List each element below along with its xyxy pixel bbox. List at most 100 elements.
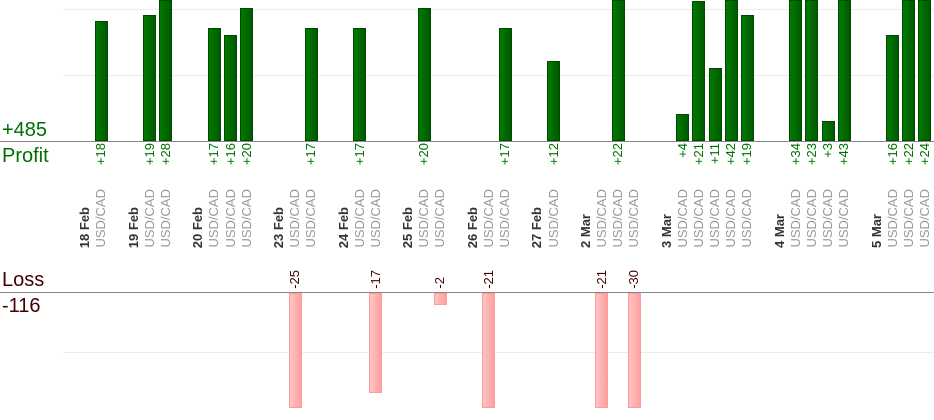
loss-value-label: -17 <box>367 270 383 289</box>
date-label: 5 Mar <box>868 214 884 248</box>
loss-value-label: -25 <box>287 270 303 289</box>
pair-label: USD/CAD <box>351 189 367 248</box>
gridline <box>63 9 934 10</box>
date-label: 24 Feb <box>335 206 351 248</box>
pair-label: USD/CAD <box>626 189 642 248</box>
loss-value-label: -30 <box>626 270 642 289</box>
profit-bar <box>886 34 900 141</box>
profit-value-label: +23 <box>803 143 819 166</box>
profit-value-label: +3 <box>820 143 836 158</box>
pair-label: USD/CAD <box>497 189 513 248</box>
profit-bar <box>547 61 560 141</box>
profit-bar <box>740 14 754 141</box>
loss-bar <box>482 293 496 408</box>
pair-label: USD/CAD <box>141 189 157 248</box>
profit-bar <box>207 27 221 141</box>
profit-value-label: +22 <box>610 143 626 166</box>
profit-value-label: +21 <box>690 143 706 166</box>
profit-value-label: +28 <box>157 143 173 166</box>
loss-value-label: -2 <box>432 277 448 289</box>
pair-label: USD/CAD <box>157 189 173 248</box>
profit-label: Profit <box>2 145 49 167</box>
pair-label: USD/CAD <box>900 189 916 248</box>
pair-label: USD/CAD <box>93 189 109 248</box>
profit-bar <box>918 0 932 141</box>
pair-label: USD/CAD <box>593 189 609 248</box>
profit-value-label: +43 <box>836 143 852 166</box>
loss-bar <box>288 293 302 408</box>
profit-value-label: +42 <box>723 143 739 166</box>
loss-bar <box>595 293 609 408</box>
loss-value-label: -21 <box>480 270 496 289</box>
date-label: 23 Feb <box>270 206 286 248</box>
pair-label: USD/CAD <box>739 189 755 248</box>
profit-bar <box>805 0 819 141</box>
profit-bar <box>708 67 722 141</box>
pair-label: USD/CAD <box>222 189 238 248</box>
pair-label: USD/CAD <box>206 189 222 248</box>
pair-label: USD/CAD <box>820 189 836 248</box>
profit-bar <box>789 0 803 141</box>
pair-label: USD/CAD <box>416 189 432 248</box>
gridline <box>63 352 934 353</box>
date-label: 4 Mar <box>771 214 787 248</box>
profit-bar <box>611 0 625 141</box>
loss-bar <box>369 293 383 394</box>
profit-bar <box>724 0 738 141</box>
loss-bar <box>627 293 641 408</box>
profit-bar <box>821 121 835 141</box>
profit-bar <box>837 0 851 141</box>
pair-label: USD/CAD <box>287 189 303 248</box>
pair-label: USD/CAD <box>707 189 722 248</box>
profit-bar <box>902 0 916 141</box>
pair-label: USD/CAD <box>367 189 383 248</box>
profit-bar <box>224 34 237 141</box>
pair-label: USD/CAD <box>690 189 706 248</box>
pair-label: USD/CAD <box>303 189 319 248</box>
profit-bar <box>692 1 706 141</box>
profit-bar <box>143 14 157 141</box>
profit-value-label: +18 <box>93 143 109 166</box>
profit-value-label: +19 <box>141 143 157 166</box>
profit-value-label: +20 <box>416 143 432 166</box>
profit-bar <box>94 21 108 141</box>
profit-value-label: +16 <box>222 143 238 166</box>
pair-label: USD/CAD <box>803 189 819 248</box>
date-label: 2 Mar <box>577 214 593 248</box>
profit-total: +485 <box>2 119 48 141</box>
profit-value-label: +4 <box>674 143 690 158</box>
profit-bar <box>159 0 173 141</box>
profit-value-label: +17 <box>497 143 513 166</box>
loss-total: -116 <box>2 295 41 317</box>
profit-value-label: +17 <box>303 143 319 166</box>
date-label: 3 Mar <box>658 214 674 248</box>
loss-label: Loss <box>2 269 45 291</box>
gridline <box>63 75 934 76</box>
pair-label: USD/CAD <box>836 189 852 248</box>
loss-value-label: -21 <box>593 270 609 289</box>
loss-baseline <box>0 292 934 293</box>
date-label: 25 Feb <box>400 206 416 248</box>
profit-value-label: +24 <box>916 143 932 166</box>
loss-bar <box>433 293 447 305</box>
profit-baseline <box>0 141 934 142</box>
date-label: 26 Feb <box>464 206 480 248</box>
profit-bar <box>353 27 367 141</box>
pair-label: USD/CAD <box>238 189 254 248</box>
pair-label: USD/CAD <box>723 189 739 248</box>
pair-label: USD/CAD <box>787 189 803 248</box>
profit-value-label: +19 <box>739 143 755 166</box>
profit-value-label: +16 <box>884 143 900 166</box>
date-label: 19 Feb <box>125 206 141 248</box>
pair-label: USD/CAD <box>545 189 561 248</box>
date-label: 20 Feb <box>190 206 206 248</box>
pair-label: USD/CAD <box>432 189 448 248</box>
profit-bar <box>498 27 512 141</box>
profit-value-label: +17 <box>351 143 367 166</box>
profit-bar <box>417 8 431 141</box>
date-label: 27 Feb <box>529 206 545 248</box>
profit-value-label: +12 <box>545 143 561 166</box>
pair-label: USD/CAD <box>480 189 496 248</box>
profit-value-label: +22 <box>900 143 916 166</box>
